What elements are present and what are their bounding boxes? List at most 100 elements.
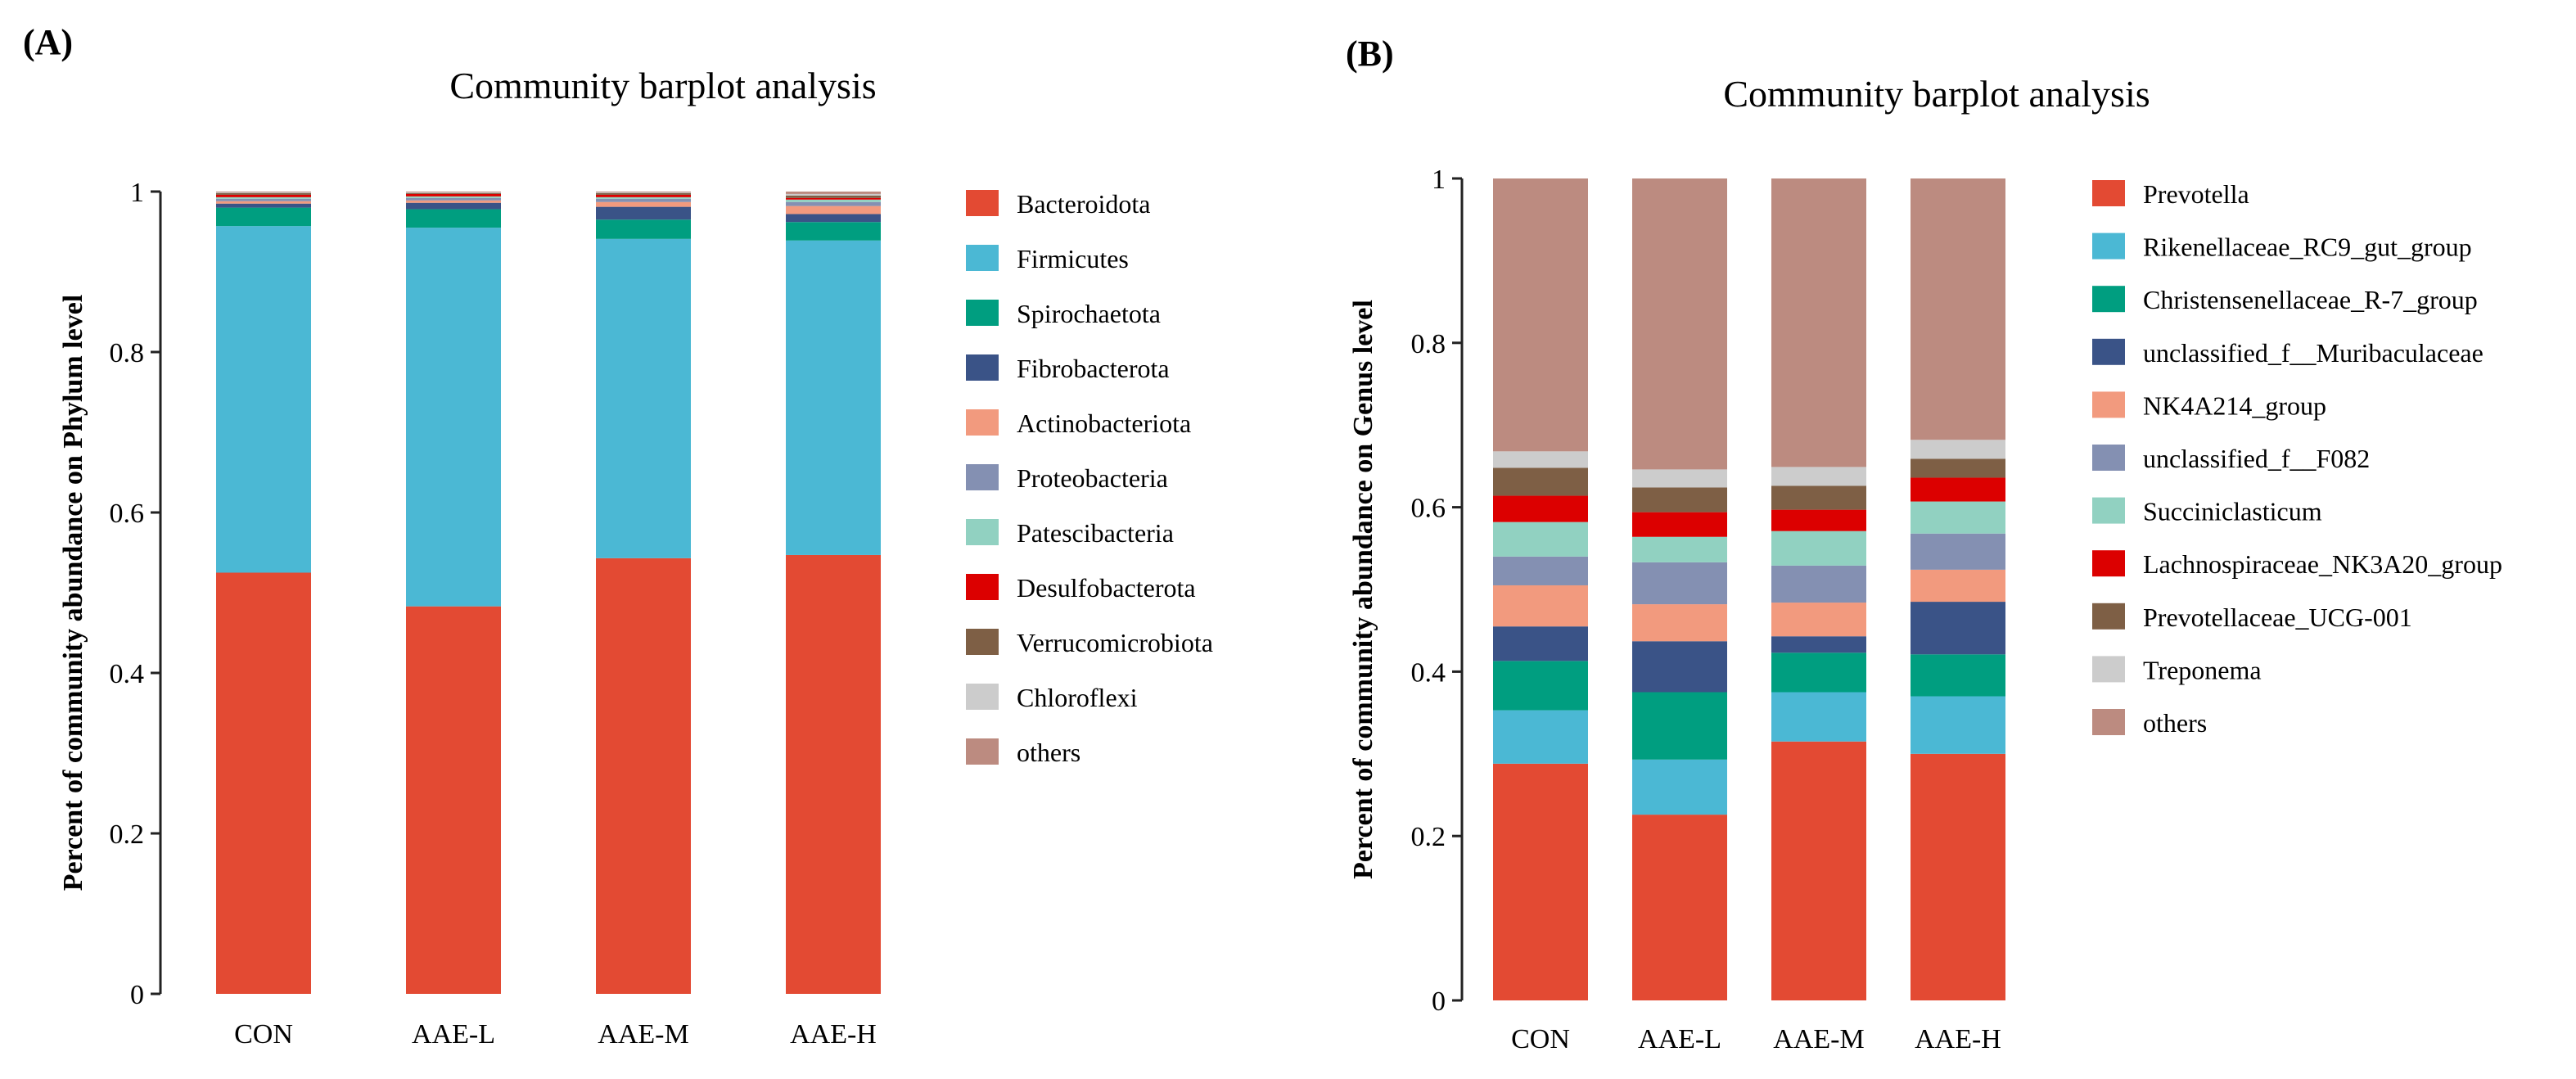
y-tick-label: 0.4 xyxy=(110,659,145,689)
bar-segment-unclassified-f-muribaculaceae-aae-h xyxy=(1911,602,2005,655)
bar-segment-nk4a214-group-con xyxy=(1493,585,1588,627)
bar-segment-unclassified-f-muribaculaceae-aae-m xyxy=(1771,636,1866,653)
bar-segment-bacteroidota-aae-h xyxy=(786,554,881,994)
bar-segment-patescibacteria-aae-h xyxy=(786,199,881,202)
bar-segment-bacteroidota-aae-m xyxy=(596,558,691,994)
panel-b: (B) Community barplot analysis Percent o… xyxy=(1346,34,2502,1054)
bar-segment-spirochaetota-con xyxy=(216,207,311,227)
bar-segment-chloroflexi-aae-h xyxy=(786,193,881,196)
bar-segment-firmicutes-aae-h xyxy=(786,240,881,555)
bar-segment-treponema-aae-m xyxy=(1771,467,1866,486)
legend-label: Chloroflexi xyxy=(1017,683,1138,712)
bar-segment-proteobacteria-aae-m xyxy=(596,198,691,202)
panel-label-b: (B) xyxy=(1346,34,1394,74)
bar-segment-proteobacteria-aae-h xyxy=(786,201,881,206)
legend-label: Proteobacteria xyxy=(1017,463,1168,493)
bar-segment-others-aae-m xyxy=(1771,178,1866,467)
legend-label: Actinobacteriota xyxy=(1017,409,1191,438)
chart-title-b: Community barplot analysis xyxy=(1723,73,2150,115)
bar-segment-prevotella-aae-h xyxy=(1911,753,2005,1000)
bar-segment-lachnospiraceae-nk3a20-group-aae-l xyxy=(1632,512,1727,537)
bar-segment-chloroflexi-aae-l xyxy=(406,192,501,193)
bar-segment-actinobacteriota-aae-m xyxy=(596,201,691,207)
x-tick-label: CON xyxy=(234,1019,293,1050)
bar-segment-prevotellaceae-ucg-001-con xyxy=(1493,467,1588,496)
bar-segment-desulfobacterota-con xyxy=(216,194,311,197)
bar-segment-nk4a214-group-aae-l xyxy=(1632,604,1727,642)
y-tick-label: 1 xyxy=(1432,165,1446,195)
bar-segment-spirochaetota-aae-l xyxy=(406,209,501,228)
legend-swatch xyxy=(2092,445,2125,471)
bar-segment-others-aae-h xyxy=(1911,178,2005,440)
bar-segment-lachnospiraceae-nk3a20-group-aae-h xyxy=(1911,477,2005,502)
bar-segment-rikenellaceae-rc9-gut-group-aae-h xyxy=(1911,696,2005,754)
bar-segment-succiniclasticum-con xyxy=(1493,521,1588,557)
bar-segment-prevotella-con xyxy=(1493,763,1588,1000)
legend-swatch xyxy=(2092,656,2125,683)
legend-swatch xyxy=(966,300,999,326)
bar-segment-desulfobacterota-aae-m xyxy=(596,194,691,197)
bar-segment-bacteroidota-aae-l xyxy=(406,606,501,994)
legend-swatch xyxy=(966,519,999,545)
legend-label: Succiniclasticum xyxy=(2143,497,2322,526)
legend-swatch xyxy=(2092,180,2125,206)
bar-segment-succiniclasticum-aae-h xyxy=(1911,501,2005,534)
bar-segment-desulfobacterota-aae-l xyxy=(406,193,501,196)
bar-segment-lachnospiraceae-nk3a20-group-con xyxy=(1493,495,1588,522)
bar-segment-unclassified-f-f082-aae-m xyxy=(1771,565,1866,603)
bar-segment-spirochaetota-aae-m xyxy=(596,219,691,239)
bar-segment-verrucomicrobiota-con xyxy=(216,192,311,195)
legend-label: Prevotella xyxy=(2143,179,2249,209)
bar-segment-others-con xyxy=(1493,178,1588,452)
legend-swatch xyxy=(966,684,999,710)
y-tick-label: 0 xyxy=(130,980,144,1010)
legend-label: others xyxy=(1017,738,1080,767)
legend-label: others xyxy=(2143,708,2207,738)
y-tick-label: 0.6 xyxy=(110,499,145,529)
y-tick-label: 0 xyxy=(1432,986,1446,1017)
legend-swatch xyxy=(2092,550,2125,577)
bar-segment-christensenellaceae-r-7-group-con xyxy=(1493,661,1588,711)
bar-segment-christensenellaceae-r-7-group-aae-h xyxy=(1911,654,2005,697)
bar-segment-unclassified-f-f082-aae-l xyxy=(1632,562,1727,605)
legend-label: Bacteroidota xyxy=(1017,189,1150,219)
legend-swatch xyxy=(966,190,999,216)
panel-label-a: (A) xyxy=(23,22,73,62)
bar-segment-unclassified-f-muribaculaceae-aae-l xyxy=(1632,641,1727,693)
bar-segment-rikenellaceae-rc9-gut-group-aae-l xyxy=(1632,759,1727,815)
bar-segment-desulfobacterota-aae-h xyxy=(786,197,881,200)
y-tick-label: 0.2 xyxy=(110,819,145,850)
y-axis-label-a: Percent of community abundance on Phylum… xyxy=(58,295,88,891)
x-tick-label: AAE-M xyxy=(1773,1024,1864,1054)
bar-segment-prevotellaceae-ucg-001-aae-h xyxy=(1911,458,2005,478)
y-tick-label: 0.8 xyxy=(110,338,145,368)
x-tick-label: CON xyxy=(1511,1024,1570,1054)
legend-swatch xyxy=(2092,391,2125,418)
x-tick-label: AAE-H xyxy=(790,1019,877,1050)
legend-label: unclassified_f__Muribaculaceae xyxy=(2143,338,2484,368)
legend-swatch xyxy=(2092,233,2125,260)
y-axis-label-b: Percent of community abundance on Genus … xyxy=(1348,300,1378,879)
bar-segment-prevotellaceae-ucg-001-aae-l xyxy=(1632,487,1727,512)
bar-segment-fibrobacterota-aae-h xyxy=(786,214,881,223)
x-tick-label: AAE-H xyxy=(1915,1024,2001,1054)
bar-segment-prevotellaceae-ucg-001-aae-m xyxy=(1771,485,1866,510)
bar-segment-firmicutes-aae-m xyxy=(596,238,691,558)
bar-segment-prevotella-aae-m xyxy=(1771,741,1866,1000)
bar-segment-fibrobacterota-con xyxy=(216,203,311,208)
legend-label: Treponema xyxy=(2143,655,2262,684)
legend-swatch xyxy=(2092,338,2125,365)
bar-segment-patescibacteria-aae-l xyxy=(406,196,501,198)
bar-segment-verrucomicrobiota-aae-m xyxy=(596,192,691,195)
panel-a: (A) Community barplot analysis Percent o… xyxy=(23,22,1213,1050)
x-tick-label: AAE-L xyxy=(1638,1024,1721,1054)
legend-label: unclassified_f__F082 xyxy=(2143,444,2370,473)
bar-segment-rikenellaceae-rc9-gut-group-con xyxy=(1493,710,1588,764)
legend-label: Desulfobacterota xyxy=(1017,573,1196,603)
bar-segment-treponema-aae-l xyxy=(1632,469,1727,488)
bar-segment-prevotella-aae-l xyxy=(1632,815,1727,1000)
bar-segment-christensenellaceae-r-7-group-aae-m xyxy=(1771,652,1866,693)
legend-swatch xyxy=(966,354,999,381)
legend-label: Spirochaetota xyxy=(1017,299,1161,328)
bar-segment-christensenellaceae-r-7-group-aae-l xyxy=(1632,692,1727,760)
